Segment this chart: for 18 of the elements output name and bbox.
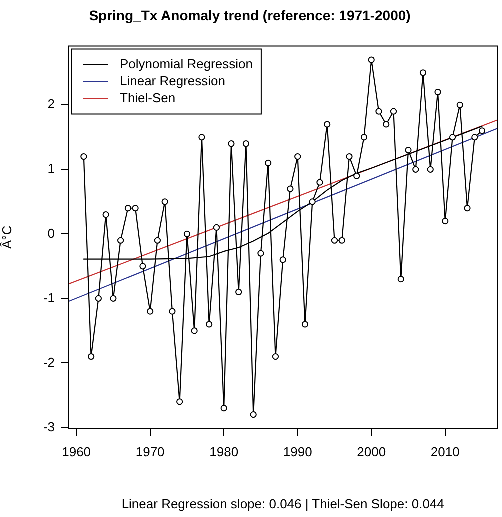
y-tick-label: -1	[43, 290, 55, 306]
y-tick-label: 2	[48, 96, 55, 112]
legend-label: Thiel-Sen	[120, 90, 176, 106]
y-tick-label: 0	[48, 226, 55, 241]
x-tick-label: 2000	[357, 444, 386, 460]
y-axis-title: Â°C	[0, 226, 14, 250]
x-tick-label: 1980	[210, 444, 239, 460]
legend-label: Polynomial Regression	[120, 56, 253, 72]
x-tick-label: 2010	[430, 444, 460, 460]
y-tick-label: -3	[43, 419, 55, 434]
x-tick-label: 1970	[136, 444, 165, 460]
legend-label: Linear Regression	[120, 73, 226, 88]
chart-title: Spring_Tx Anomaly trend (reference: 1971-2000)	[89, 7, 411, 24]
text: Linear Regression slope: 0.046 | Thiel-Sen Slope: 0.044	[122, 496, 444, 512]
x-tick-label: 1990	[283, 444, 312, 460]
y-tick-label: -2	[43, 354, 55, 370]
y-tick-label: 1	[48, 161, 55, 176]
x-tick-label: 1960	[62, 444, 92, 460]
